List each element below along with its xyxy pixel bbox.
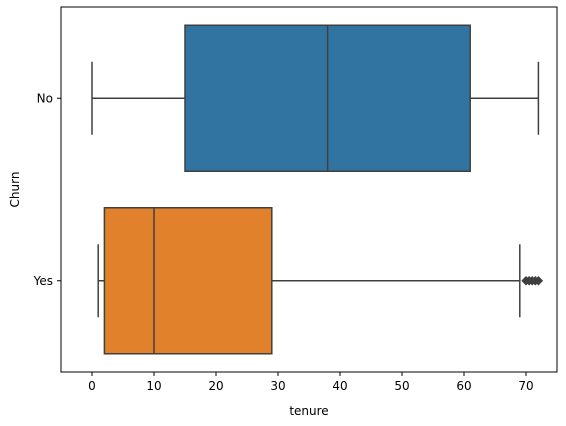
x-tick-label-10: 10 xyxy=(146,379,161,393)
x-tick-label-50: 50 xyxy=(394,379,409,393)
x-tick-label-70: 70 xyxy=(518,379,533,393)
x-axis-title: tenure xyxy=(289,404,328,418)
x-tick-label-20: 20 xyxy=(208,379,223,393)
outlier-yes-4 xyxy=(533,276,544,286)
y-tick-label-yes: Yes xyxy=(33,274,53,288)
box-yes xyxy=(103,207,273,355)
box-group-yes xyxy=(97,207,544,355)
x-axis: 0 10 20 30 40 50 60 70 xyxy=(88,372,534,393)
box-group-no xyxy=(91,24,540,172)
y-tick-label-no: No xyxy=(37,91,53,105)
y-axis: No Yes xyxy=(33,91,61,288)
x-tick-label-30: 30 xyxy=(270,379,285,393)
boxes-layer xyxy=(91,24,544,355)
x-tick-label-60: 60 xyxy=(456,379,471,393)
x-tick-label-0: 0 xyxy=(88,379,96,393)
y-axis-title: Churn xyxy=(8,172,22,208)
x-tick-label-40: 40 xyxy=(332,379,347,393)
